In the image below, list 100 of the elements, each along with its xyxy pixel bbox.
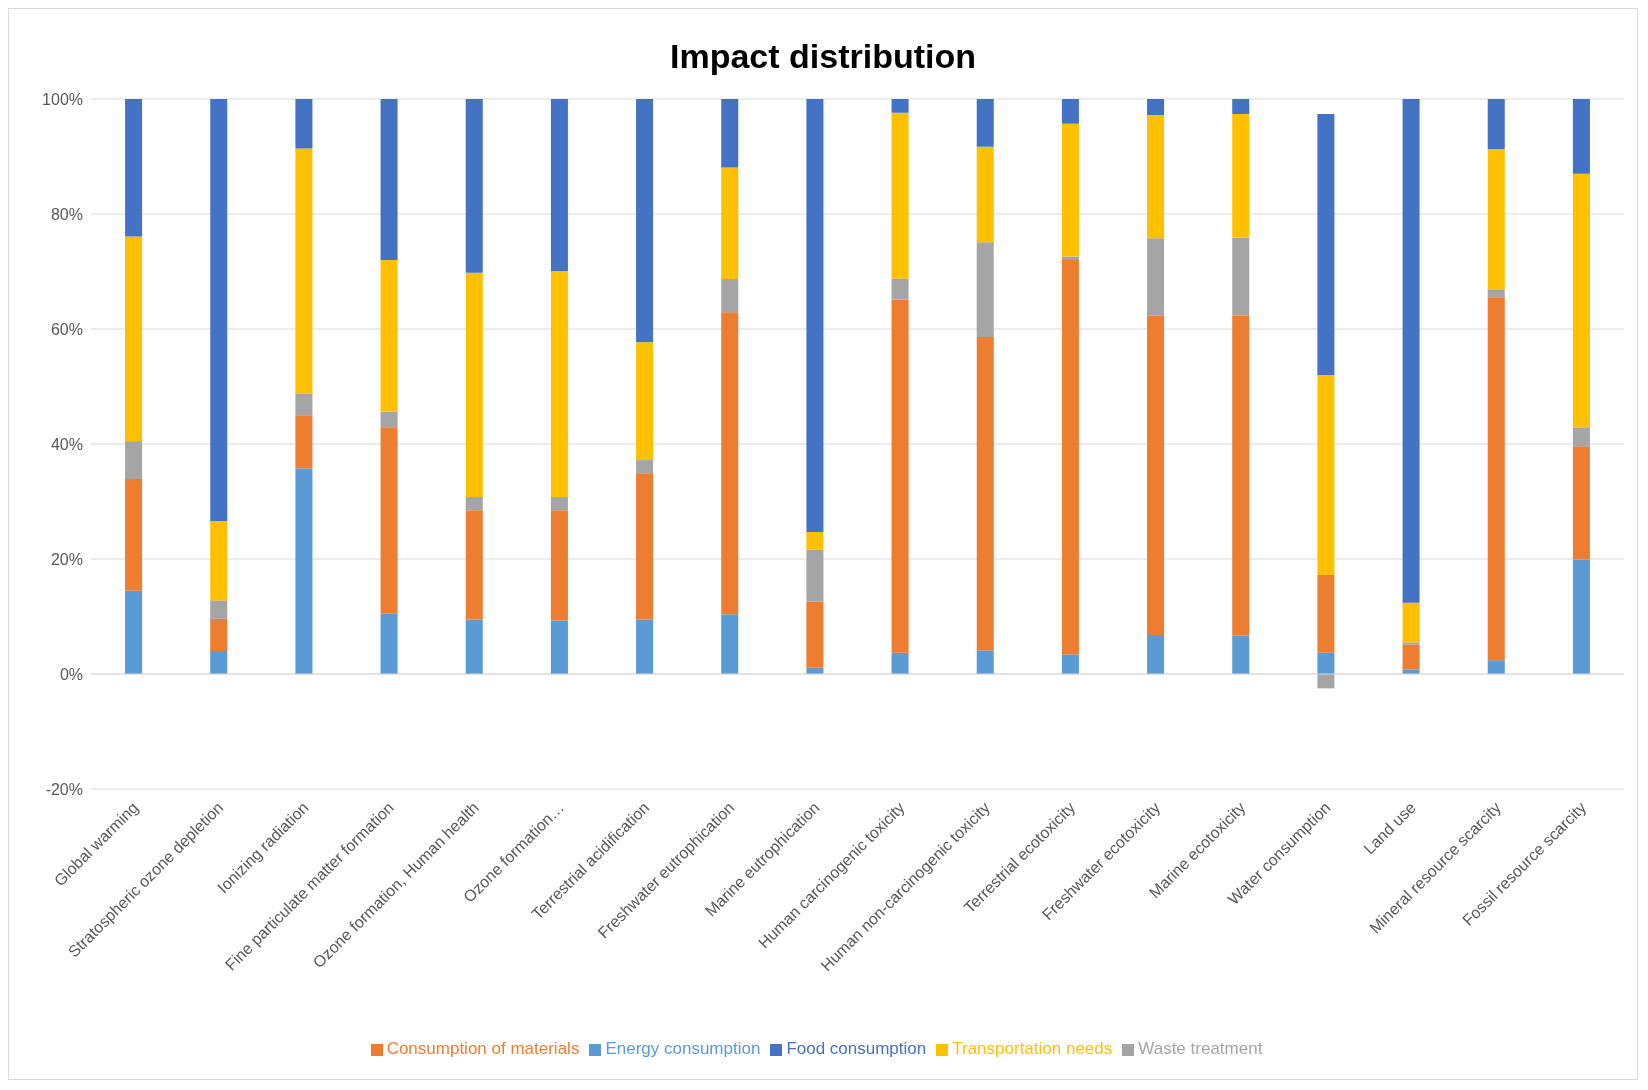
bar bbox=[295, 99, 313, 149]
bar bbox=[721, 278, 739, 313]
bar bbox=[1061, 654, 1079, 674]
bar bbox=[210, 521, 228, 601]
bar bbox=[210, 600, 228, 619]
legend-label: Food consumption bbox=[786, 1039, 927, 1058]
y-tick-label: 40% bbox=[50, 435, 83, 453]
bar bbox=[1402, 602, 1420, 643]
bar bbox=[1487, 297, 1505, 661]
bar bbox=[1317, 674, 1335, 689]
bar bbox=[465, 272, 483, 497]
bar bbox=[1232, 237, 1250, 316]
bar bbox=[1061, 260, 1079, 655]
chart-title: Impact distribution bbox=[669, 36, 977, 77]
bar bbox=[380, 427, 398, 614]
bar bbox=[210, 618, 228, 651]
bar bbox=[465, 510, 483, 620]
bar bbox=[1487, 149, 1505, 290]
bar bbox=[1061, 123, 1079, 257]
bar bbox=[550, 99, 568, 271]
bar bbox=[465, 619, 483, 674]
legend-label: Waste treatment bbox=[1138, 1039, 1263, 1058]
bar bbox=[380, 411, 398, 428]
bar bbox=[1402, 99, 1420, 603]
bar bbox=[1317, 375, 1335, 576]
bar bbox=[1572, 446, 1590, 560]
bar bbox=[1147, 634, 1165, 674]
bar bbox=[1232, 113, 1250, 238]
bar bbox=[806, 549, 824, 602]
bar bbox=[465, 496, 483, 511]
bar bbox=[1147, 238, 1165, 316]
bar bbox=[1402, 642, 1420, 645]
bar bbox=[1317, 575, 1335, 653]
y-tick-label: 20% bbox=[50, 550, 83, 568]
bar bbox=[891, 112, 909, 279]
bar bbox=[125, 590, 143, 674]
bar bbox=[465, 99, 483, 273]
y-tick-label: 60% bbox=[50, 320, 83, 338]
bar bbox=[1572, 559, 1590, 674]
bar bbox=[976, 242, 994, 338]
bar bbox=[636, 473, 654, 620]
y-tick-label: 0% bbox=[59, 665, 83, 683]
bar bbox=[891, 99, 909, 113]
bar bbox=[1572, 173, 1590, 428]
y-tick-label: 80% bbox=[50, 205, 83, 223]
legend-label: Transportation needs bbox=[952, 1039, 1113, 1058]
bar bbox=[1232, 635, 1250, 674]
bar bbox=[295, 393, 313, 416]
bar bbox=[721, 99, 739, 168]
bar bbox=[295, 148, 313, 394]
bar bbox=[295, 415, 313, 469]
bar bbox=[1147, 99, 1165, 116]
bar bbox=[380, 260, 398, 412]
bar bbox=[721, 614, 739, 674]
bar bbox=[636, 460, 654, 474]
bar bbox=[550, 620, 568, 674]
bar bbox=[1147, 315, 1165, 635]
bar bbox=[1487, 660, 1505, 674]
bar bbox=[976, 146, 994, 243]
bar bbox=[976, 650, 994, 674]
bar bbox=[1317, 113, 1335, 375]
bar bbox=[125, 236, 143, 442]
bar bbox=[891, 278, 909, 300]
bar bbox=[806, 531, 824, 550]
bar bbox=[636, 342, 654, 461]
bar bbox=[550, 510, 568, 621]
bar bbox=[721, 312, 739, 615]
bar bbox=[721, 167, 739, 279]
bar bbox=[125, 99, 143, 237]
bar bbox=[1487, 99, 1505, 150]
bar bbox=[1232, 99, 1250, 114]
y-tick-label: 100% bbox=[42, 90, 83, 108]
y-tick-label: -20% bbox=[45, 780, 83, 798]
bar bbox=[891, 652, 909, 674]
bar bbox=[550, 270, 568, 497]
bar bbox=[1147, 115, 1165, 239]
bar bbox=[295, 468, 313, 674]
bar bbox=[550, 496, 568, 511]
bar bbox=[380, 99, 398, 260]
bar bbox=[1572, 99, 1590, 174]
bar bbox=[1317, 652, 1335, 674]
bar bbox=[1572, 427, 1590, 447]
bar bbox=[1232, 315, 1250, 636]
bar bbox=[976, 99, 994, 147]
bar bbox=[1487, 289, 1505, 298]
bar bbox=[125, 479, 143, 591]
bar bbox=[380, 613, 398, 674]
bar bbox=[1402, 644, 1420, 670]
bar bbox=[210, 651, 228, 674]
bar bbox=[1061, 99, 1079, 124]
bar bbox=[210, 99, 228, 522]
bar bbox=[976, 337, 994, 651]
bar bbox=[891, 299, 909, 653]
bar bbox=[806, 601, 824, 668]
legend-label: Consumption of materials bbox=[386, 1039, 580, 1058]
bar bbox=[806, 99, 824, 532]
bar bbox=[636, 99, 654, 343]
bar bbox=[125, 441, 143, 480]
bar bbox=[636, 619, 654, 674]
legend-label: Energy consumption bbox=[605, 1039, 761, 1058]
